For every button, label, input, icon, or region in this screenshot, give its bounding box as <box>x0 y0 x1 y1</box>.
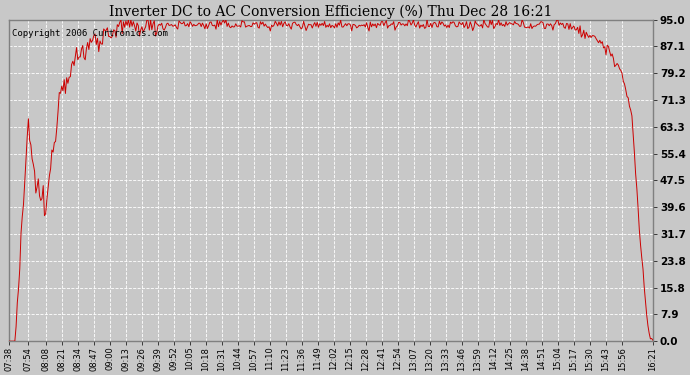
Text: Copyright 2006 Curtronics.com: Copyright 2006 Curtronics.com <box>12 29 168 38</box>
Title: Inverter DC to AC Conversion Efficiency (%) Thu Dec 28 16:21: Inverter DC to AC Conversion Efficiency … <box>109 4 553 18</box>
